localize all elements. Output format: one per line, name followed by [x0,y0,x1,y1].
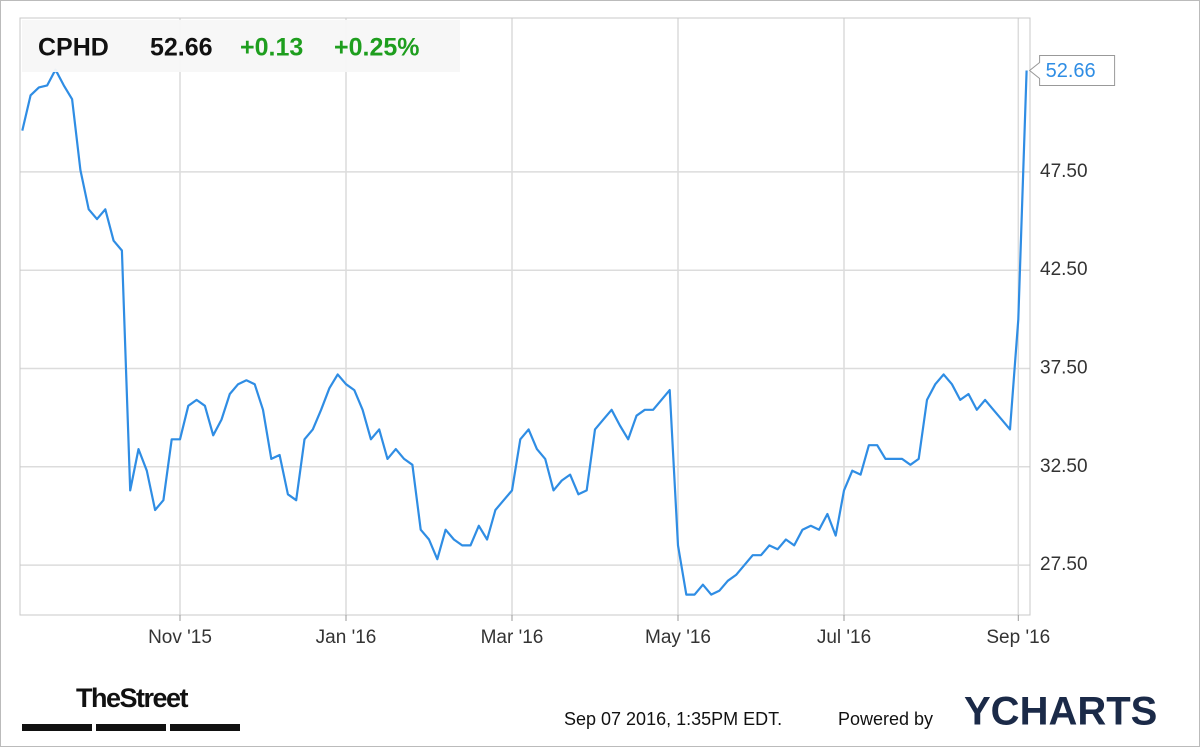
y-tick-label: 42.50 [1040,259,1088,280]
header-box [22,20,460,72]
y-tick-label: 47.50 [1040,161,1088,182]
x-tick-label: Jan '16 [316,627,377,648]
brand-bar [22,724,92,731]
y-tick-label: 32.50 [1040,456,1088,477]
x-tick-label: Mar '16 [481,627,544,648]
brand-bar [96,724,166,731]
price: 52.66 [150,34,213,62]
x-tick-label: May '16 [645,627,711,648]
plot-border [19,17,1031,616]
price-line [21,68,1028,596]
y-tick-label: 27.50 [1040,554,1088,575]
x-tick-label: Sep '16 [986,627,1050,648]
ticker: CPHD [38,34,109,62]
last-value-callout [1028,54,1116,86]
x-tick-label: Nov '15 [148,627,212,648]
lines [21,68,1028,596]
timestamp: Sep 07 2016, 1:35PM EDT. [564,709,782,729]
change-percent: +0.25% [334,34,420,62]
brand-bar [170,724,240,731]
provider-logo: YCHARTS [964,690,1157,734]
last-value-label: 52.66 [1046,60,1096,82]
change: +0.13 [240,34,303,62]
brand-logo: TheStreet [76,683,189,713]
powered-by: Powered by [838,709,933,729]
x-tick-label: Jul '16 [817,627,871,648]
grid [20,18,1030,615]
y-tick-label: 37.50 [1040,358,1088,379]
